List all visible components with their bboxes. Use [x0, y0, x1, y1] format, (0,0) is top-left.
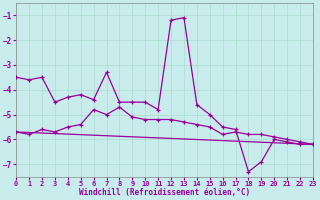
- X-axis label: Windchill (Refroidissement éolien,°C): Windchill (Refroidissement éolien,°C): [79, 188, 250, 197]
